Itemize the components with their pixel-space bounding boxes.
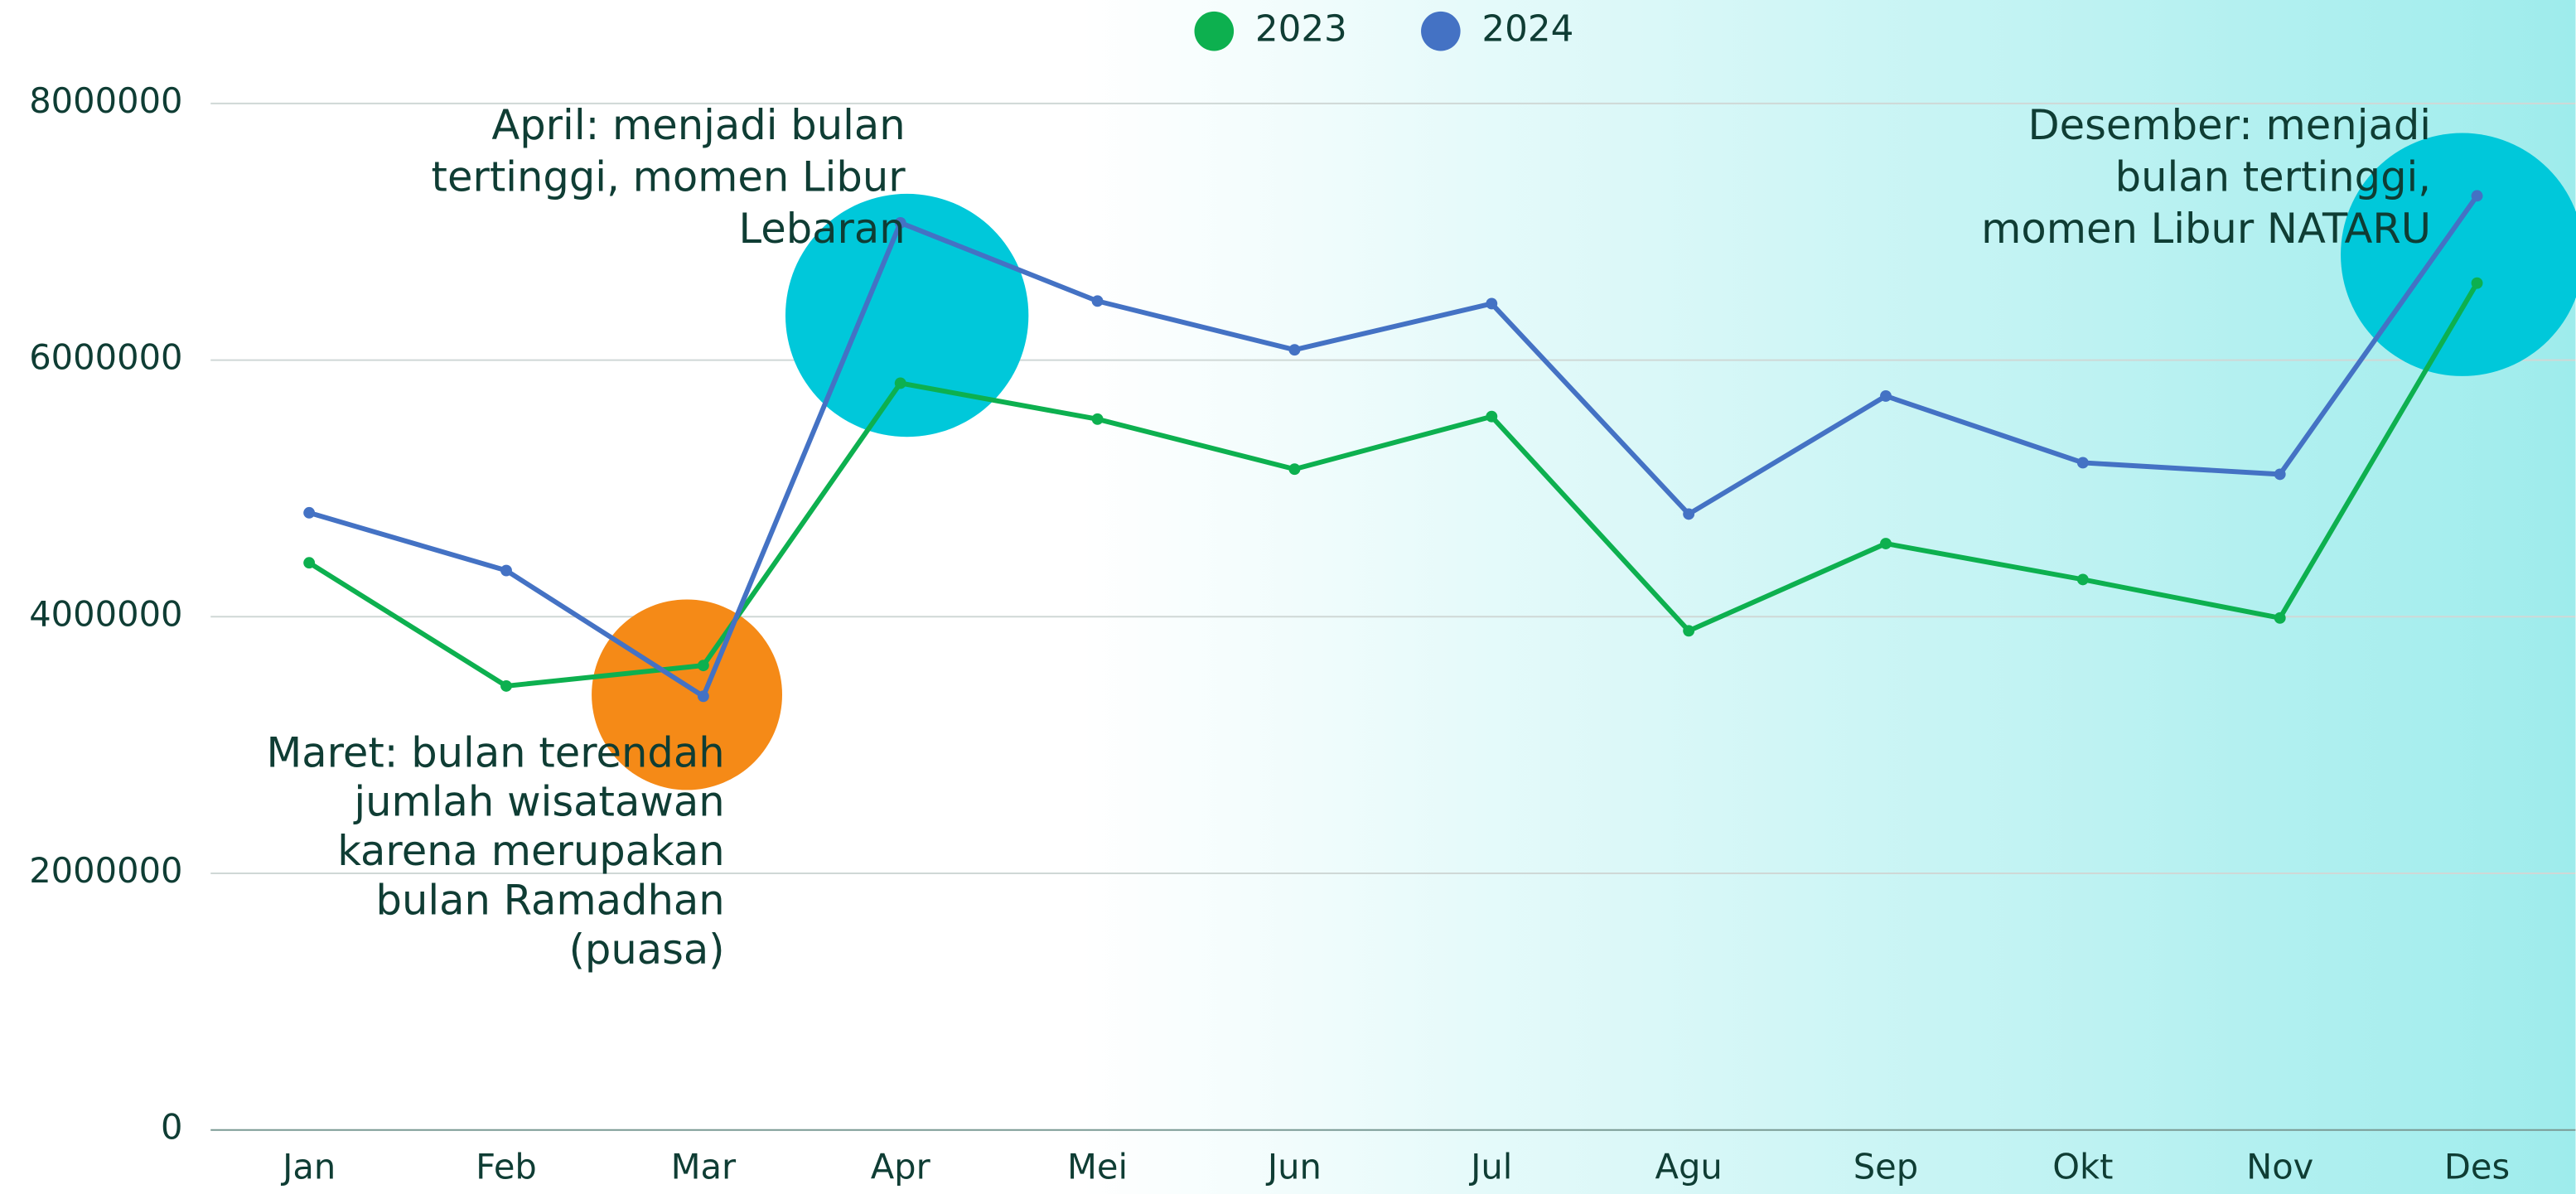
annotation: jumlah wisatawan [353, 778, 724, 826]
annotation: April: menjadi bulan [491, 101, 905, 149]
x-tick-label: Agu [1655, 1146, 1723, 1187]
annotation: Desember: menjadi [2027, 101, 2431, 149]
data-point [1091, 413, 1104, 425]
data-point [2076, 573, 2089, 586]
annotation: tertinggi, momen Libur [432, 153, 906, 201]
data-point [1880, 538, 1892, 549]
legend-swatch [1421, 11, 1461, 51]
data-point [1683, 625, 1695, 637]
annotation: bulan Ramadhan [376, 877, 725, 925]
y-tick-label: 8000000 [29, 80, 182, 121]
data-point [2471, 277, 2483, 289]
data-point [500, 679, 512, 692]
highlight [785, 193, 1029, 437]
data-point [1683, 508, 1695, 520]
data-point [2274, 612, 2286, 624]
legend-label: 2024 [1481, 9, 1573, 51]
highlight [2341, 133, 2576, 376]
data-point [1288, 344, 1301, 356]
legend-label: 2023 [1255, 9, 1347, 51]
y-tick-label: 0 [161, 1107, 182, 1148]
data-point [1880, 390, 1892, 402]
data-point [500, 564, 512, 577]
data-point [303, 557, 316, 569]
data-point [2274, 468, 2286, 481]
annotation: Lebaran [738, 205, 905, 253]
x-tick-label: Feb [476, 1146, 537, 1187]
x-tick-label: Jul [1468, 1146, 1512, 1187]
y-tick-label: 2000000 [29, 850, 182, 891]
x-tick-label: Okt [2052, 1146, 2113, 1187]
annotation: Maret: bulan terendah [266, 728, 724, 776]
data-point [1486, 297, 1498, 310]
x-tick-label: Jun [1265, 1146, 1322, 1187]
data-point [303, 506, 316, 519]
x-tick-label: Mei [1067, 1146, 1128, 1187]
y-tick-label: 4000000 [29, 593, 182, 634]
x-tick-label: Jan [280, 1146, 336, 1187]
data-point [894, 377, 906, 389]
data-point [697, 660, 709, 672]
legend-swatch [1194, 11, 1235, 51]
data-point [1486, 410, 1498, 423]
data-point [1288, 463, 1301, 476]
highlight [592, 599, 783, 790]
x-tick-label: Apr [871, 1146, 931, 1187]
x-tick-label: Des [2444, 1146, 2510, 1187]
x-tick-label: Nov [2246, 1146, 2313, 1187]
annotation: karena merupakan [337, 827, 724, 875]
data-point [894, 216, 906, 229]
data-point [2076, 457, 2089, 469]
annotation: bulan tertinggi, [2115, 153, 2431, 201]
series-line [307, 282, 2480, 689]
x-tick-label: Sep [1853, 1146, 1918, 1187]
data-point [2471, 190, 2483, 202]
y-tick-label: 6000000 [29, 337, 182, 378]
series-line [308, 194, 2479, 700]
x-tick-label: Mar [671, 1146, 737, 1187]
data-point [1091, 295, 1104, 307]
annotation: (puasa) [569, 926, 725, 974]
annotation: momen Libur NATARU [1981, 205, 2431, 253]
data-point [697, 690, 709, 703]
